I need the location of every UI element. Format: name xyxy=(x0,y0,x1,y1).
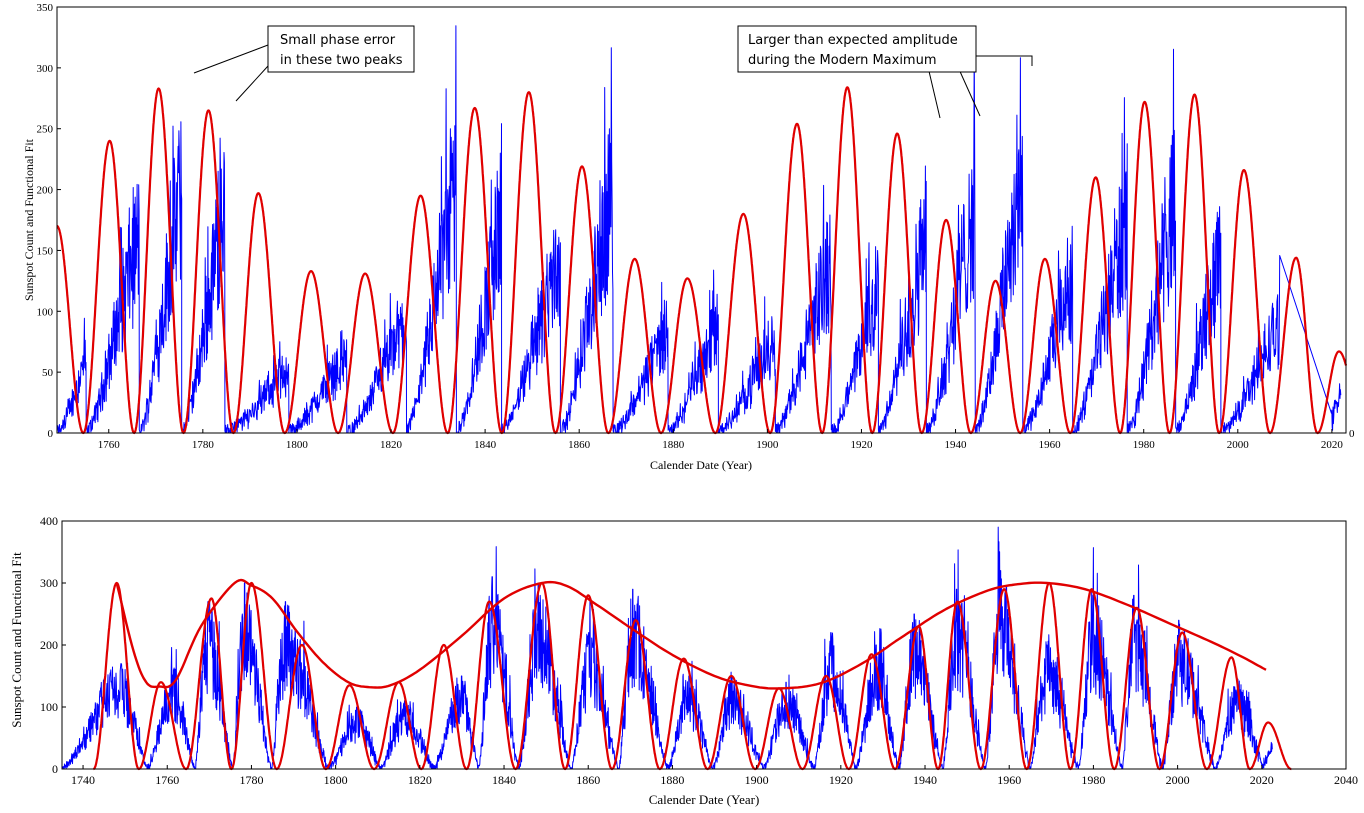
annotation-modern-maximum-line-1: Larger than expected amplitude xyxy=(748,33,958,48)
annotation-modern-leader-3 xyxy=(976,55,1033,66)
bottom-x-tick-label: 1900 xyxy=(745,773,769,787)
bottom-x-tick-label: 1920 xyxy=(829,773,853,787)
annotation-modern-maximum-box xyxy=(737,25,977,73)
top-x-tick-label: 2020 xyxy=(1321,439,1344,451)
top-x-tick-label: 1980 xyxy=(1133,439,1156,451)
bottom-x-tick-label: 1780 xyxy=(239,773,263,787)
bottom-x-tick-label: 1760 xyxy=(155,773,179,787)
bottom-chart: 0 100 200 300 400 1740 1760 1780 1800 1820 1840 18… xyxy=(9,514,1358,807)
annotation-modern-leader-2 xyxy=(957,66,981,117)
annotation-phase-error-leader-1 xyxy=(193,44,269,74)
top-x-tick-label: 1900 xyxy=(756,439,779,451)
bottom-observed-series xyxy=(61,526,1273,770)
bottom-y-tick-label: 400 xyxy=(40,514,58,528)
top-y-axis-label: Sunspot Count and Functional Fit xyxy=(22,138,36,301)
top-observed-line xyxy=(56,25,1342,434)
top-y-tick-label: 350 xyxy=(37,2,54,14)
bottom-x-tick-label: 1800 xyxy=(324,773,348,787)
bottom-y-tick-label: 100 xyxy=(40,700,58,714)
top-x-tick-label: 1940 xyxy=(945,439,968,451)
top-x-tick-label: 1840 xyxy=(474,439,497,451)
bottom-fit-series xyxy=(92,581,1293,771)
top-x-tick-label: 1860 xyxy=(568,439,591,451)
bottom-x-tick-label: 1980 xyxy=(1081,773,1105,787)
bottom-fit-line xyxy=(92,581,1293,771)
bottom-y-tick-label: 0 xyxy=(52,762,58,776)
top-fit-series xyxy=(56,86,1348,435)
bottom-y-tick-label: 200 xyxy=(40,638,58,652)
bottom-x-tick-label: 1860 xyxy=(576,773,600,787)
top-right-axis-label: 0 xyxy=(1349,428,1355,440)
bottom-x-tick-label: 1940 xyxy=(913,773,937,787)
top-y-tick-label: 100 xyxy=(37,306,54,318)
top-y-tick-label: 50 xyxy=(42,367,54,379)
annotation-modern-maximum-line-2: during the Modern Maximum xyxy=(748,53,937,68)
annotation-phase-error-box xyxy=(267,25,415,73)
top-x-tick-label: 1780 xyxy=(192,439,215,451)
top-x-axis-label: Calender Date (Year) xyxy=(650,458,752,472)
annotation-modern-maximum: Larger than expected amplitude during th… xyxy=(737,25,1033,119)
top-x-tick-label: 1800 xyxy=(286,439,309,451)
bottom-x-tick-label: 1880 xyxy=(660,773,684,787)
bottom-x-tick-label: 1960 xyxy=(997,773,1021,787)
bottom-y-axis-label: Sunspot Count and Functional Fit xyxy=(9,552,24,728)
bottom-x-axis-label: Calender Date (Year) xyxy=(649,792,760,807)
top-plot-frame xyxy=(56,6,1347,434)
top-x-tick-label: 2000 xyxy=(1227,439,1250,451)
top-y-tick-label: 0 xyxy=(48,428,54,440)
bottom-x-tick-label: 1840 xyxy=(492,773,516,787)
bottom-x-tick-label: 2000 xyxy=(1166,773,1190,787)
annotation-phase-error: Small phase error in these two peaks xyxy=(193,25,415,102)
bottom-envelope-line xyxy=(115,578,1267,690)
top-chart: 0 50 100 150 200 250 300 350 1760 1780 1800 1820 18… xyxy=(22,2,1355,472)
top-x-tick-label: 1820 xyxy=(380,439,403,451)
top-observed-series xyxy=(56,25,1342,434)
top-y-tick-label: 250 xyxy=(37,124,54,136)
bottom-observed-line xyxy=(61,526,1273,770)
top-y-tick-label: 300 xyxy=(37,63,54,75)
annotation-phase-error-leader-2 xyxy=(235,65,269,102)
bottom-x-tick-label: 2020 xyxy=(1250,773,1274,787)
bottom-x-tick-label: 1820 xyxy=(408,773,432,787)
top-x-tick-label: 1760 xyxy=(98,439,121,451)
bottom-envelope-series xyxy=(115,578,1267,690)
top-fit-line xyxy=(56,86,1348,435)
bottom-x-tick-label: 1740 xyxy=(71,773,95,787)
annotation-phase-error-line-2: in these two peaks xyxy=(280,53,403,68)
annotation-modern-leader-1 xyxy=(927,66,941,119)
top-x-tick-label: 1960 xyxy=(1039,439,1062,451)
top-x-tick-label: 1880 xyxy=(662,439,685,451)
bottom-y-tick-label: 300 xyxy=(40,576,58,590)
top-y-tick-label: 200 xyxy=(37,185,54,197)
bottom-x-tick-label: 2040 xyxy=(1334,773,1358,787)
top-y-tick-label: 150 xyxy=(37,245,54,257)
top-x-tick-label: 1920 xyxy=(850,439,873,451)
annotation-phase-error-line-1: Small phase error xyxy=(280,33,396,48)
